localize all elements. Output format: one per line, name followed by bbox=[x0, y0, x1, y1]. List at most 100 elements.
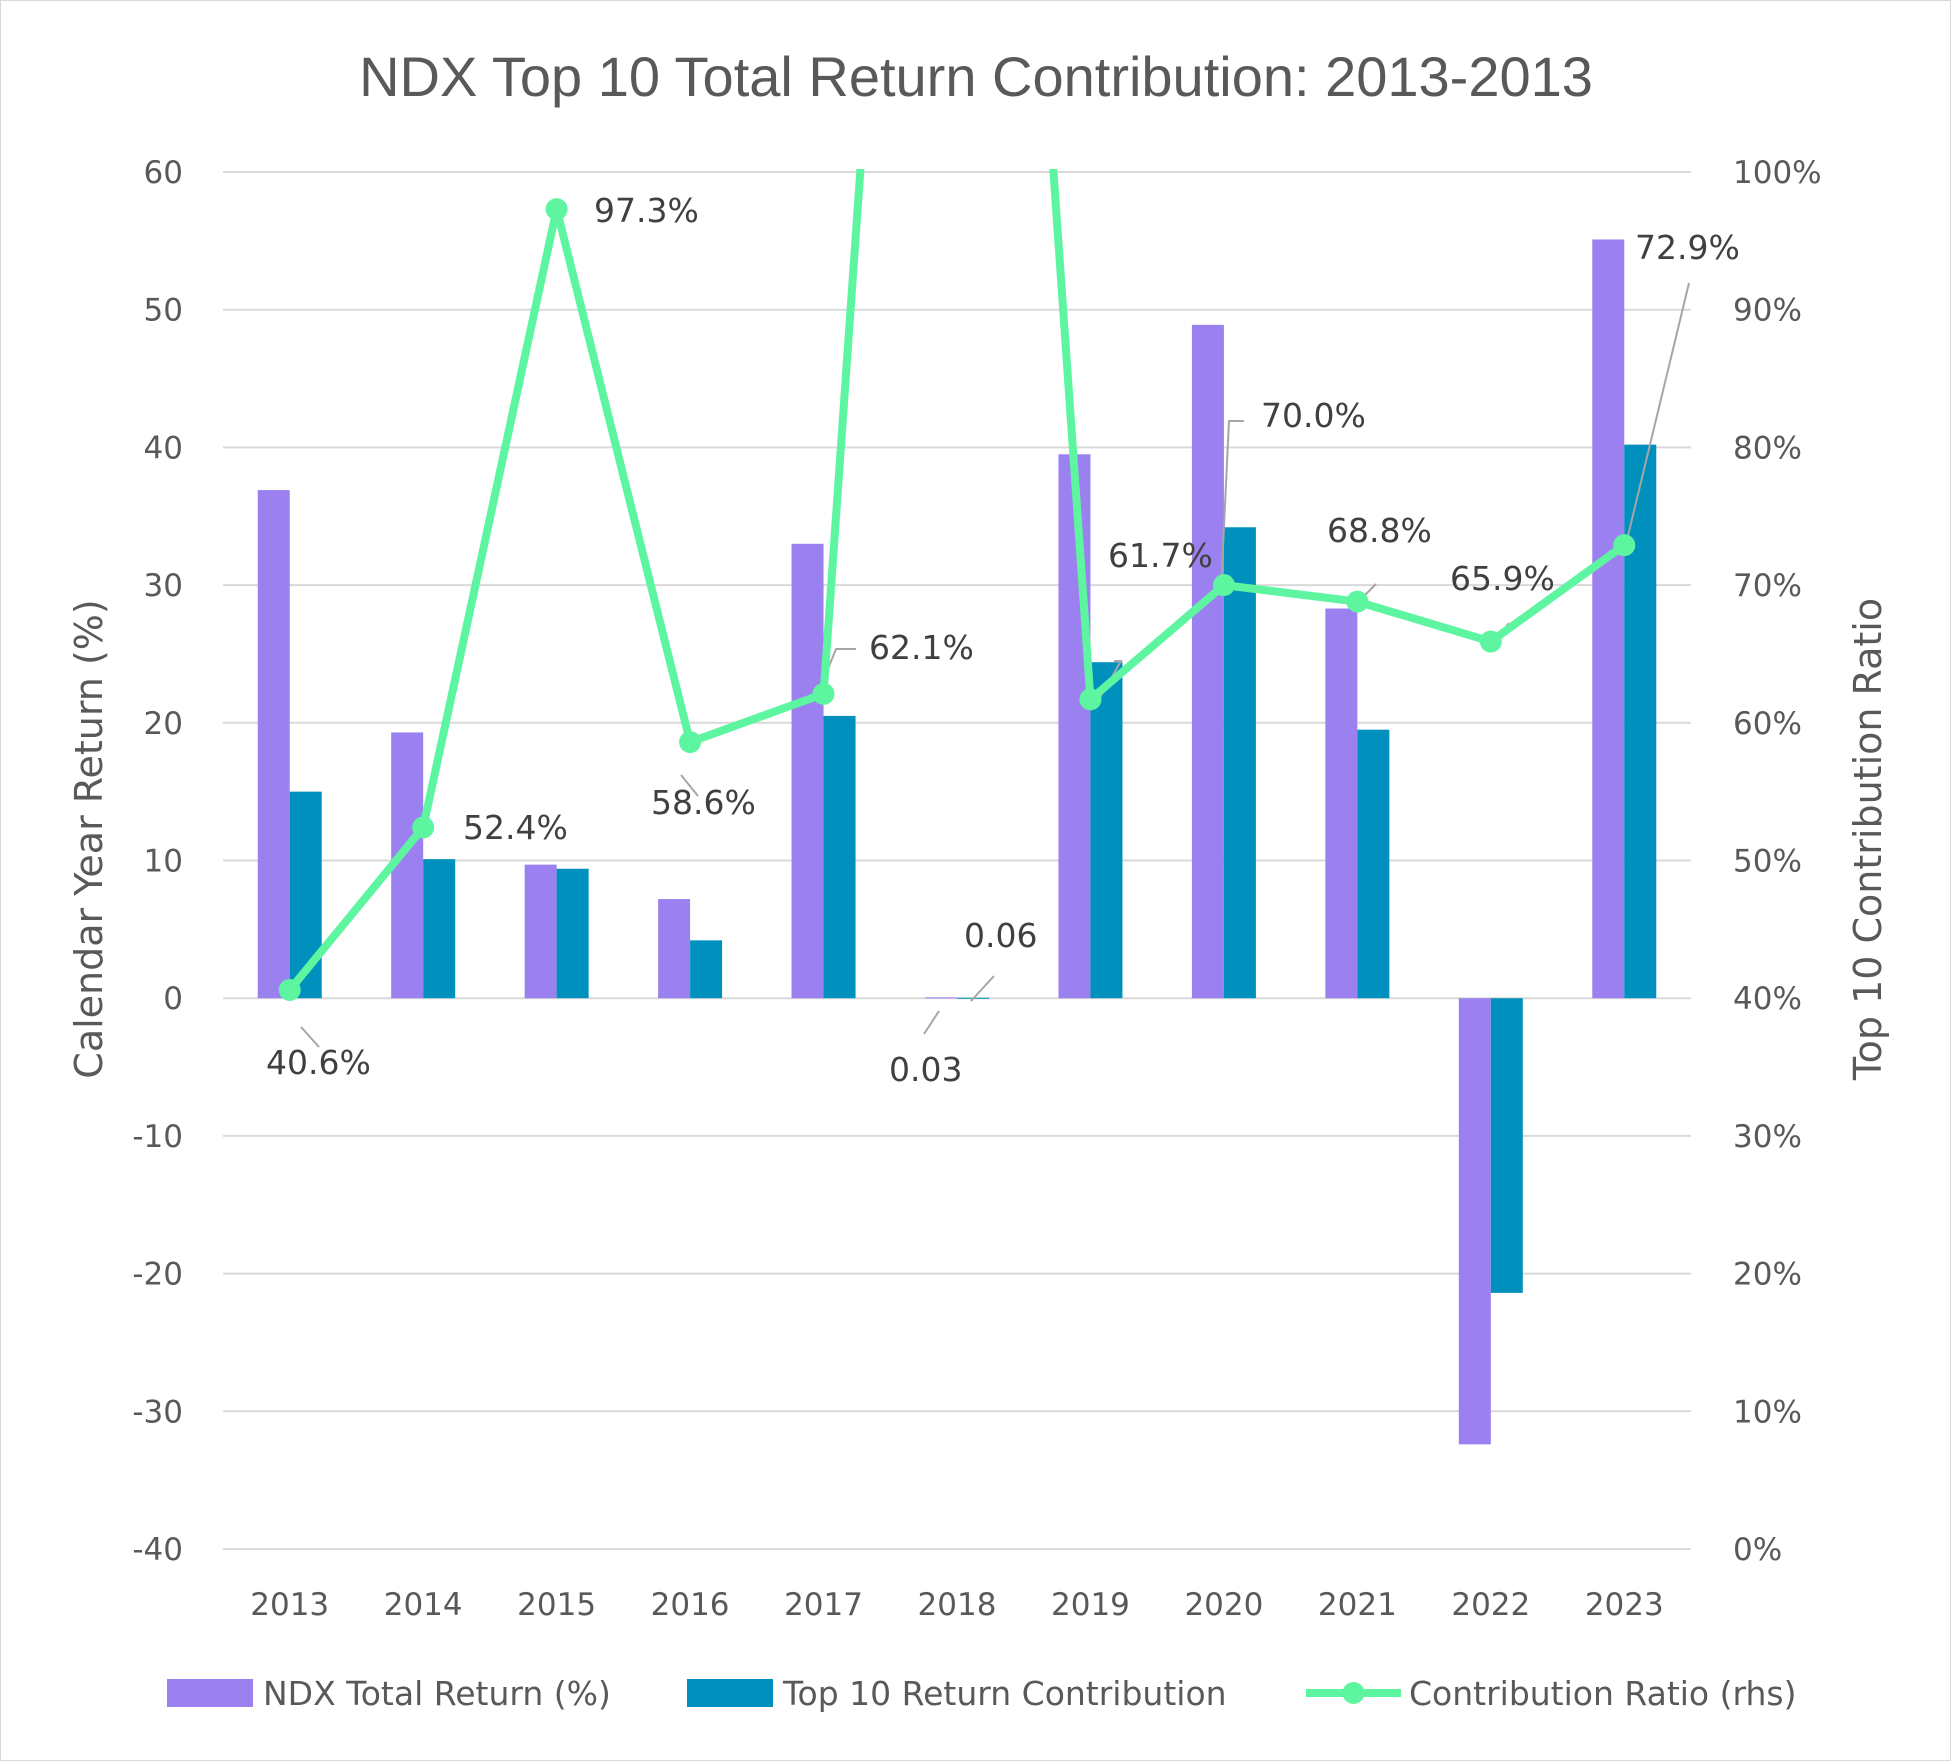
ndx-return-bar bbox=[1458, 998, 1491, 1445]
top10-contribution-bar bbox=[556, 868, 589, 999]
top10-contribution-bar bbox=[823, 715, 856, 999]
y-tick-label: 0 bbox=[163, 981, 183, 1017]
x-tick-label: 2017 bbox=[784, 1587, 863, 1623]
ratio-line-series bbox=[278, 169, 1636, 1001]
ratio-point bbox=[1479, 630, 1502, 653]
x-tick-label: 2014 bbox=[384, 1587, 463, 1623]
top10-contribution-bar bbox=[289, 791, 322, 999]
data-label: 65.9% bbox=[1450, 559, 1555, 598]
x-tick-label: 2019 bbox=[1051, 1587, 1130, 1623]
y-tick-label: -40 bbox=[132, 1532, 183, 1568]
y-tick-label: 10 bbox=[144, 844, 183, 880]
y-tick-label: 50 bbox=[144, 293, 183, 329]
ratio-point bbox=[1346, 590, 1369, 613]
leader-line bbox=[680, 774, 699, 797]
data-label: 58.6% bbox=[651, 783, 756, 822]
top10-contribution-bar bbox=[423, 859, 456, 999]
ratio-point bbox=[812, 682, 835, 705]
ratio-point bbox=[1212, 574, 1235, 597]
y2-tick-label: 40% bbox=[1733, 981, 1802, 1017]
top10-contribution-bar bbox=[1490, 998, 1523, 1293]
legend-label: NDX Total Return (%) bbox=[263, 1674, 611, 1713]
legend-swatch bbox=[687, 1679, 773, 1707]
y2-tick-label: 10% bbox=[1733, 1394, 1802, 1430]
y-tick-label: 30 bbox=[144, 568, 183, 604]
ndx-return-bar bbox=[257, 490, 290, 999]
x-tick-label: 2023 bbox=[1585, 1587, 1664, 1623]
y2-tick-label: 70% bbox=[1733, 568, 1802, 604]
ndx-return-bar bbox=[925, 997, 957, 999]
left-axis-ticks: 60 50 40 30 20 10 0 -10 -20 -30 -40 bbox=[132, 155, 183, 1568]
ratio-point bbox=[679, 731, 702, 754]
x-tick-label: 2022 bbox=[1451, 1587, 1530, 1623]
data-label: 0.03 bbox=[889, 1050, 962, 1089]
leader-line bbox=[300, 1026, 320, 1048]
ratio-point bbox=[1613, 534, 1636, 557]
left-axis-title: Calendar Year Return (%) bbox=[67, 599, 111, 1078]
data-label: 62.1% bbox=[869, 628, 974, 667]
data-label: 61.7% bbox=[1108, 536, 1213, 575]
data-label: 52.4% bbox=[463, 808, 568, 847]
ratio-line bbox=[286, 169, 1627, 993]
leader-line bbox=[1625, 282, 1690, 545]
data-label: 70.0% bbox=[1261, 396, 1366, 435]
data-label: 68.8% bbox=[1327, 511, 1432, 550]
bar-series bbox=[257, 239, 1657, 1445]
ratio-point bbox=[545, 198, 568, 221]
y-tick-label: 20 bbox=[144, 706, 183, 742]
ndx-return-bar bbox=[1191, 324, 1224, 999]
data-label: 0.06 bbox=[964, 916, 1037, 955]
x-tick-label: 2018 bbox=[918, 1587, 997, 1623]
data-label: 97.3% bbox=[594, 191, 699, 230]
legend-label: Contribution Ratio (rhs) bbox=[1409, 1674, 1796, 1713]
y2-tick-label: 50% bbox=[1733, 844, 1802, 880]
ndx-return-bar bbox=[658, 899, 691, 999]
y-tick-label: 60 bbox=[144, 155, 183, 191]
ndx-return-bar bbox=[791, 543, 824, 999]
top10-contribution-bar bbox=[690, 940, 723, 999]
ndx-return-bar bbox=[1325, 608, 1358, 999]
category-axis-ticks: 2013 2014 2015 2016 2017 2018 2019 2020 2021 2022… bbox=[250, 1587, 1663, 1623]
chart-title: NDX Top 10 Total Return Contribution: 20… bbox=[359, 45, 1593, 108]
y-tick-label: -30 bbox=[132, 1394, 183, 1430]
ndx-return-bar bbox=[1592, 239, 1625, 999]
legend: NDX Total Return (%) Top 10 Return Contri… bbox=[167, 1674, 1796, 1713]
ratio-point bbox=[412, 816, 435, 839]
y2-tick-label: 90% bbox=[1733, 293, 1802, 329]
top10-contribution-bar bbox=[1090, 662, 1123, 999]
y2-tick-label: 0% bbox=[1733, 1532, 1782, 1568]
y-tick-label: -20 bbox=[132, 1257, 183, 1293]
y2-tick-label: 30% bbox=[1733, 1119, 1802, 1155]
right-axis-title: Top 10 Contribution Ratio bbox=[1846, 598, 1890, 1081]
ndx-return-bar bbox=[524, 864, 557, 999]
y-tick-label: 40 bbox=[144, 430, 183, 466]
leader-line bbox=[1220, 420, 1244, 590]
data-label: 72.9% bbox=[1635, 228, 1740, 267]
y2-tick-label: 100% bbox=[1733, 155, 1822, 191]
data-labels: 40.6% 52.4% 97.3% 58.6% 62.1% 0.06 0.03 61.7% 70… bbox=[266, 191, 1740, 1089]
right-axis-ticks: 100% 90% 80% 70% 60% 50% 40% 30% 20% 10% 0% bbox=[1733, 155, 1822, 1568]
legend-label: Top 10 Return Contribution bbox=[782, 1674, 1227, 1713]
x-tick-label: 2013 bbox=[250, 1587, 329, 1623]
leader-line bbox=[923, 1010, 940, 1035]
top10-contribution-bar bbox=[1223, 527, 1256, 999]
top10-contribution-bar bbox=[1357, 729, 1390, 999]
y2-tick-label: 80% bbox=[1733, 430, 1802, 466]
ratio-point bbox=[1079, 688, 1102, 711]
legend-marker bbox=[1342, 1682, 1365, 1704]
legend-swatch bbox=[167, 1679, 253, 1707]
x-tick-label: 2015 bbox=[517, 1587, 596, 1623]
y2-tick-label: 20% bbox=[1733, 1257, 1802, 1293]
x-tick-label: 2016 bbox=[651, 1587, 730, 1623]
gridlines bbox=[223, 171, 1691, 1550]
ndx-return-bar bbox=[1058, 454, 1091, 999]
y-tick-label: -10 bbox=[132, 1119, 183, 1155]
x-tick-label: 2020 bbox=[1184, 1587, 1263, 1623]
ratio-point bbox=[278, 978, 301, 1001]
y2-tick-label: 60% bbox=[1733, 706, 1802, 742]
leader-line bbox=[970, 975, 995, 1002]
data-label: 40.6% bbox=[266, 1043, 371, 1082]
x-tick-label: 2021 bbox=[1318, 1587, 1397, 1623]
